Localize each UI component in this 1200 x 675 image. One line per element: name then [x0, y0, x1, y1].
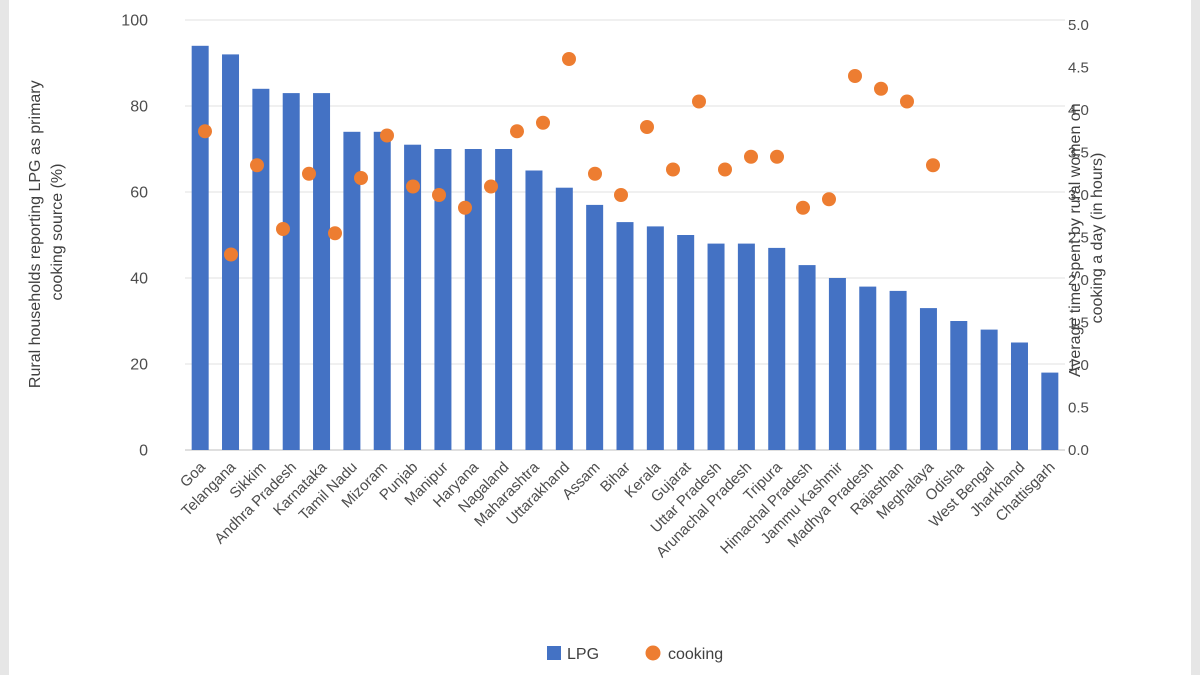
scatter-point [692, 94, 706, 109]
right-tick-label: 2.5 [1068, 230, 1089, 247]
scatter-point [302, 166, 316, 181]
right-tick-label: 0.0 [1068, 442, 1089, 459]
scatter-point [744, 149, 758, 164]
scatter-point [874, 81, 888, 96]
legend-cooking-swatch [645, 645, 661, 661]
bar-series [191, 45, 1059, 451]
scatter-point [432, 188, 446, 202]
bar [798, 265, 816, 450]
scatter-point [458, 200, 472, 215]
right-tick-label: 4.5 [1068, 60, 1089, 77]
bar [555, 187, 573, 450]
right-tick-label: 3.0 [1068, 187, 1089, 204]
left-tick-label: 80 [130, 99, 148, 116]
right-tick-label: 2.0 [1068, 272, 1089, 289]
right-tick-label: 1.0 [1068, 357, 1089, 374]
bar [1041, 372, 1059, 450]
left-tick-label: 100 [121, 13, 148, 30]
bar [859, 286, 877, 450]
right-axis-title: Average time spent by rural women on coo… [1067, 99, 1106, 377]
left-edge-band [0, 0, 9, 675]
scatter-point [822, 192, 836, 207]
bar [768, 247, 786, 450]
bar [586, 204, 604, 450]
scatter-point [614, 188, 628, 202]
legend-lpg-label: LPG [567, 646, 599, 663]
bar [646, 226, 664, 450]
left-tick-label: 40 [130, 271, 148, 288]
bar [889, 290, 907, 450]
legend: LPG cooking [547, 645, 723, 663]
scatter-point [536, 115, 550, 130]
left-axis-title: Rural households reporting LPG as primar… [27, 76, 66, 388]
left-tick-label: 60 [130, 185, 148, 202]
bar [737, 243, 755, 450]
scatter-point [562, 52, 576, 66]
bar [434, 149, 452, 450]
bar [343, 131, 361, 451]
bar [464, 149, 482, 450]
bar [1010, 342, 1028, 450]
right-tick-label: 5.0 [1068, 17, 1089, 34]
scatter-point [718, 162, 732, 177]
scatter-point [406, 179, 420, 194]
bar [950, 321, 968, 450]
scatter-point [588, 166, 602, 181]
bar [677, 235, 695, 450]
bar [252, 88, 270, 451]
scatter-point [276, 222, 290, 236]
bar [980, 329, 998, 450]
scatter-point [510, 124, 524, 139]
right-tick-label: 0.5 [1068, 400, 1089, 417]
left-axis-title-line2: cooking source (%) [49, 164, 66, 301]
right-tick-label: 3.5 [1068, 145, 1089, 162]
scatter-point [666, 162, 680, 177]
bar [191, 45, 209, 451]
bar [404, 144, 422, 450]
right-tick-label: 4.0 [1068, 102, 1089, 119]
bar [495, 149, 513, 450]
bar [919, 308, 937, 450]
right-axis-title-line2: cooking a day (in hours) [1089, 153, 1106, 324]
scatter-point [640, 120, 654, 134]
right-tick-label: 1.5 [1068, 315, 1089, 332]
scatter-point [198, 124, 212, 139]
bar [707, 243, 725, 450]
scatter-point [848, 69, 862, 83]
scatter-point [926, 158, 940, 173]
scatter-series [198, 52, 940, 262]
scatter-point [224, 247, 238, 262]
right-axis-ticks: 0.0 0.5 1.0 1.5 2.0 2.5 3.0 3.5 4.0 4.5 5.0 [1068, 17, 1089, 459]
bar [828, 278, 846, 450]
bar [373, 131, 391, 451]
bar [525, 170, 543, 450]
bar [282, 93, 300, 450]
scatter-point [796, 200, 810, 215]
scatter-point [328, 226, 342, 241]
left-tick-label: 20 [130, 357, 148, 374]
legend-lpg-swatch [547, 646, 561, 660]
bar [313, 93, 331, 450]
left-axis-title-line1: Rural households reporting LPG as primar… [27, 80, 44, 388]
scatter-point [380, 128, 394, 143]
left-tick-label: 0 [139, 443, 148, 460]
scatter-point [900, 94, 914, 109]
legend-cooking-label: cooking [668, 646, 723, 663]
scatter-point [770, 149, 784, 164]
right-edge-band [1191, 0, 1200, 675]
scatter-point [484, 179, 498, 194]
scatter-point [354, 171, 368, 185]
right-axis-title-line1: Average time spent by rural women on [1067, 103, 1084, 377]
scatter-point [250, 158, 264, 173]
bar [616, 222, 634, 450]
left-axis-ticks: 0 20 40 60 80 100 [121, 13, 148, 460]
